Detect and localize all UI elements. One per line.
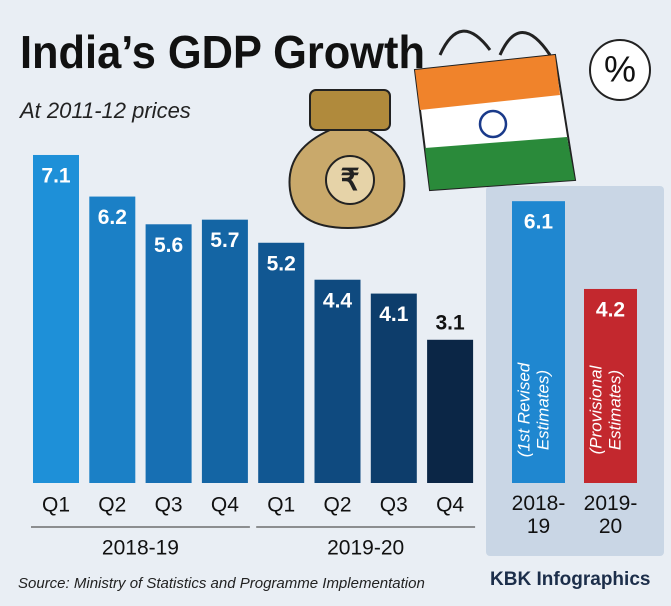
badge-circle — [589, 39, 651, 101]
bar-note: (Provisional Estimates) — [587, 365, 625, 455]
bar — [314, 279, 361, 483]
bar — [512, 201, 565, 483]
bar — [145, 224, 192, 483]
x-tick-label: Q1 — [267, 494, 295, 517]
value-label: 5.7 — [210, 229, 239, 252]
value-label: 7.1 — [41, 165, 71, 188]
value-label: 5.2 — [267, 252, 296, 275]
x-tick-label-box: 2018-19 — [511, 492, 566, 539]
flag-bag-icon — [413, 29, 577, 192]
value-label: 6.1 — [524, 211, 554, 234]
money-bag-icon: ₹ — [288, 89, 406, 230]
x-tick-label: Q3 — [155, 494, 183, 517]
group-label: 2018-19 — [102, 537, 179, 560]
bar — [258, 242, 305, 483]
chart-title: India’s GDP Growth — [20, 26, 425, 78]
value-label: 4.2 — [596, 299, 625, 322]
x-tick-label-box: 2019-20 — [583, 492, 638, 539]
bar — [427, 339, 474, 483]
bar-note-box: (Provisional Estimates) — [587, 365, 625, 455]
bar — [89, 196, 136, 483]
bar-note: (1st Revised Estimates) — [515, 362, 553, 458]
x-tick-label: Q4 — [211, 494, 239, 517]
group-label: 2019-20 — [327, 537, 404, 560]
subtitle: At 2011-12 prices — [18, 98, 191, 123]
bar — [201, 219, 248, 483]
x-tick-label: 2019-20 — [583, 492, 638, 539]
x-tick-label: Q2 — [323, 494, 351, 517]
svg-text:₹: ₹ — [340, 164, 359, 197]
bar — [33, 154, 79, 484]
value-label: 4.4 — [323, 289, 353, 312]
x-tick-label: 2018-19 — [511, 492, 566, 539]
value-label: 4.1 — [379, 303, 409, 326]
x-tick-label: Q3 — [380, 494, 408, 517]
bar — [584, 288, 637, 483]
x-tick-label: Q1 — [42, 494, 70, 517]
source: Source: Ministry of Statistics and Progr… — [18, 575, 425, 592]
bar-note-box: (1st Revised Estimates) — [515, 362, 553, 458]
bar — [370, 293, 417, 483]
value-label: 5.6 — [154, 234, 183, 257]
value-label: 3.1 — [435, 311, 465, 334]
x-tick-label: Q4 — [436, 494, 464, 517]
badge: % — [604, 49, 636, 90]
value-label: 6.2 — [98, 206, 127, 229]
brand: KBK Infographics — [490, 569, 650, 590]
x-tick-label: Q2 — [98, 494, 126, 517]
